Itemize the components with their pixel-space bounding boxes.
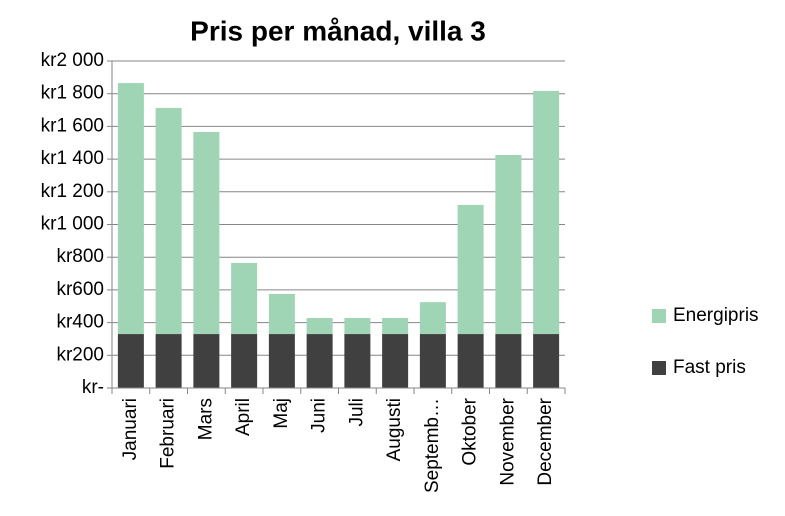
y-tick-label: kr1 400 (41, 148, 104, 169)
bar-segment (306, 318, 333, 335)
y-tick-label: kr400 (56, 312, 104, 333)
y-tick-label: kr1 800 (41, 83, 104, 104)
bar-segment (457, 334, 484, 388)
bar-segment (419, 334, 446, 388)
bar-segment (193, 131, 220, 335)
bar-segment (155, 334, 182, 388)
bar-segment (268, 334, 295, 388)
x-tick-label: Mars (195, 398, 216, 440)
bar-segment (495, 334, 522, 388)
x-tick-label: Oktober (460, 397, 481, 465)
x-tick-label: Februari (158, 398, 179, 469)
x-tick-label: Januari (120, 398, 141, 460)
bar-segment (193, 334, 220, 388)
y-tick-label: kr- (82, 377, 104, 398)
y-tick-label: kr1 600 (41, 115, 104, 136)
bar-segment (231, 262, 258, 335)
x-tick-label: Augusti (384, 398, 405, 461)
x-tick-label: Maj (271, 398, 292, 429)
y-tick-label: kr200 (56, 344, 104, 365)
bar-segment (533, 90, 560, 335)
bar-segment (533, 334, 560, 388)
x-tick-label: Septemb… (422, 398, 443, 493)
bar-segment (382, 318, 409, 335)
bar-segment (155, 107, 182, 335)
bar-segment (306, 334, 333, 388)
y-tick-label: kr2 000 (41, 50, 104, 71)
legend-label: Fast pris (673, 357, 746, 378)
x-tick-label: Juni (309, 398, 330, 433)
bar-segment (231, 334, 258, 388)
bar-segment (495, 155, 522, 335)
y-tick-label: kr1 200 (41, 181, 104, 202)
bar-segment (382, 334, 409, 388)
bar-segment (419, 302, 446, 335)
x-tick-label: Juli (346, 398, 367, 427)
y-tick-label: kr800 (56, 246, 104, 267)
bar-segment (344, 334, 371, 388)
chart-title: Pris per månad, villa 3 (190, 15, 486, 46)
bar-segment (268, 293, 295, 335)
bar-segment (457, 204, 484, 335)
y-tick-label: kr1 000 (41, 214, 104, 235)
legend-label: Energipris (673, 305, 759, 326)
bar-segment (117, 334, 144, 388)
x-tick-label: April (233, 398, 254, 436)
legend-swatch (652, 309, 666, 323)
bar-segment (344, 318, 371, 335)
y-tick-label: kr600 (56, 279, 104, 300)
legend-swatch (652, 361, 666, 375)
bar-segment (117, 83, 144, 335)
x-tick-label: December (535, 397, 556, 485)
x-tick-label: November (497, 397, 518, 485)
